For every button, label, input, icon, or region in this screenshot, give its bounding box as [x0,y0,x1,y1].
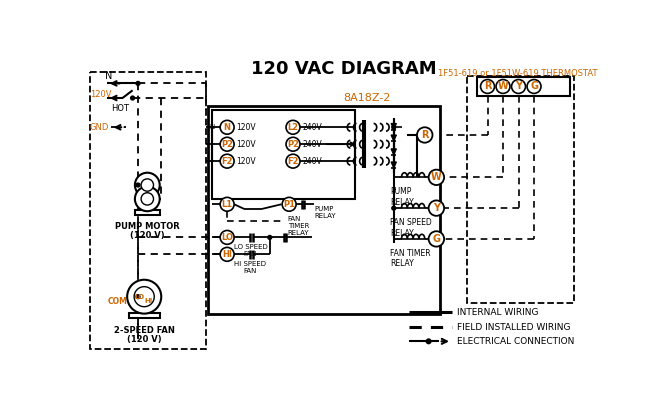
Circle shape [135,186,159,211]
Text: PUMP
RELAY: PUMP RELAY [314,206,336,219]
Circle shape [417,127,433,143]
Text: Y: Y [433,203,440,213]
Text: LO: LO [221,233,233,242]
Text: 240V: 240V [302,123,322,132]
Text: 1F51-619 or 1F51W-619 THERMOSTAT: 1F51-619 or 1F51W-619 THERMOSTAT [438,69,598,78]
Circle shape [220,137,234,151]
Circle shape [136,183,140,187]
Circle shape [127,280,161,313]
Text: R: R [421,130,429,140]
Text: FAN
TIMER
RELAY: FAN TIMER RELAY [287,216,309,236]
Text: HI: HI [222,250,232,259]
Text: (120 V): (120 V) [130,231,165,240]
Circle shape [135,173,159,197]
Circle shape [286,120,300,134]
Bar [468,76,574,303]
Circle shape [268,235,272,239]
Circle shape [136,81,140,85]
Text: N: N [224,123,230,132]
Text: 240V: 240V [302,140,322,149]
Circle shape [220,120,234,134]
Text: 8A18Z-2: 8A18Z-2 [343,93,391,103]
Text: COM: COM [107,297,127,306]
Circle shape [286,154,300,168]
Text: LO: LO [135,294,145,300]
Bar [90,72,206,349]
Circle shape [131,96,135,100]
Circle shape [136,295,140,299]
Text: 120V: 120V [90,91,111,99]
Text: FAN TIMER
RELAY: FAN TIMER RELAY [390,249,431,268]
Bar [212,110,355,199]
Text: PUMP
RELAY: PUMP RELAY [390,187,413,207]
Circle shape [134,287,154,307]
Text: HOT: HOT [111,104,129,113]
Text: HI: HI [144,298,152,304]
Text: Y: Y [515,81,522,91]
Text: F2: F2 [287,157,299,166]
Text: 120V: 120V [237,157,256,166]
Circle shape [141,179,153,191]
Circle shape [220,197,234,211]
Text: HI SPEED
FAN: HI SPEED FAN [234,261,267,274]
Text: FIELD INSTALLED WIRING: FIELD INSTALLED WIRING [458,323,571,332]
Circle shape [429,200,444,216]
Circle shape [480,80,494,93]
Polygon shape [391,124,397,129]
Text: W: W [431,172,442,182]
Text: W: W [498,81,509,91]
Polygon shape [391,162,397,168]
Bar [478,77,570,96]
Text: (120 V): (120 V) [127,335,161,344]
Text: G: G [432,234,440,244]
Text: F2: F2 [221,157,233,166]
Circle shape [527,80,541,93]
Text: R: R [484,81,491,91]
Text: P1: P1 [283,200,295,209]
Text: 120V: 120V [237,123,256,132]
Circle shape [392,125,396,129]
Polygon shape [391,135,397,141]
Text: PUMP MOTOR: PUMP MOTOR [115,222,180,231]
Text: 120 VAC DIAGRAM: 120 VAC DIAGRAM [251,60,436,78]
Text: L2: L2 [287,123,299,132]
Circle shape [141,193,153,205]
Text: INTERNAL WIRING: INTERNAL WIRING [458,308,539,317]
Bar [129,313,159,318]
Circle shape [220,247,234,261]
Text: G: G [530,81,538,91]
Circle shape [392,206,396,210]
Text: FAN SPEED
RELAY: FAN SPEED RELAY [390,218,431,238]
Bar [135,210,159,215]
Text: ELECTRICAL CONNECTION: ELECTRICAL CONNECTION [458,337,575,346]
Text: LO SPEED
FAN: LO SPEED FAN [234,244,267,257]
Circle shape [220,154,234,168]
Text: P2: P2 [221,140,233,149]
Bar [208,106,440,313]
Text: P2: P2 [287,140,299,149]
Text: 240V: 240V [302,157,322,166]
Circle shape [429,231,444,247]
Circle shape [220,230,234,244]
Text: L1: L1 [222,200,232,209]
Circle shape [282,197,296,211]
Text: N: N [105,71,112,81]
Circle shape [429,170,444,185]
Circle shape [426,339,431,344]
Text: N: N [209,124,214,130]
Circle shape [496,80,510,93]
Circle shape [286,137,300,151]
Text: 120V: 120V [237,140,256,149]
Polygon shape [391,149,397,155]
Circle shape [512,80,525,93]
Text: 2-SPEED FAN: 2-SPEED FAN [114,326,175,335]
Text: GND: GND [90,123,109,132]
